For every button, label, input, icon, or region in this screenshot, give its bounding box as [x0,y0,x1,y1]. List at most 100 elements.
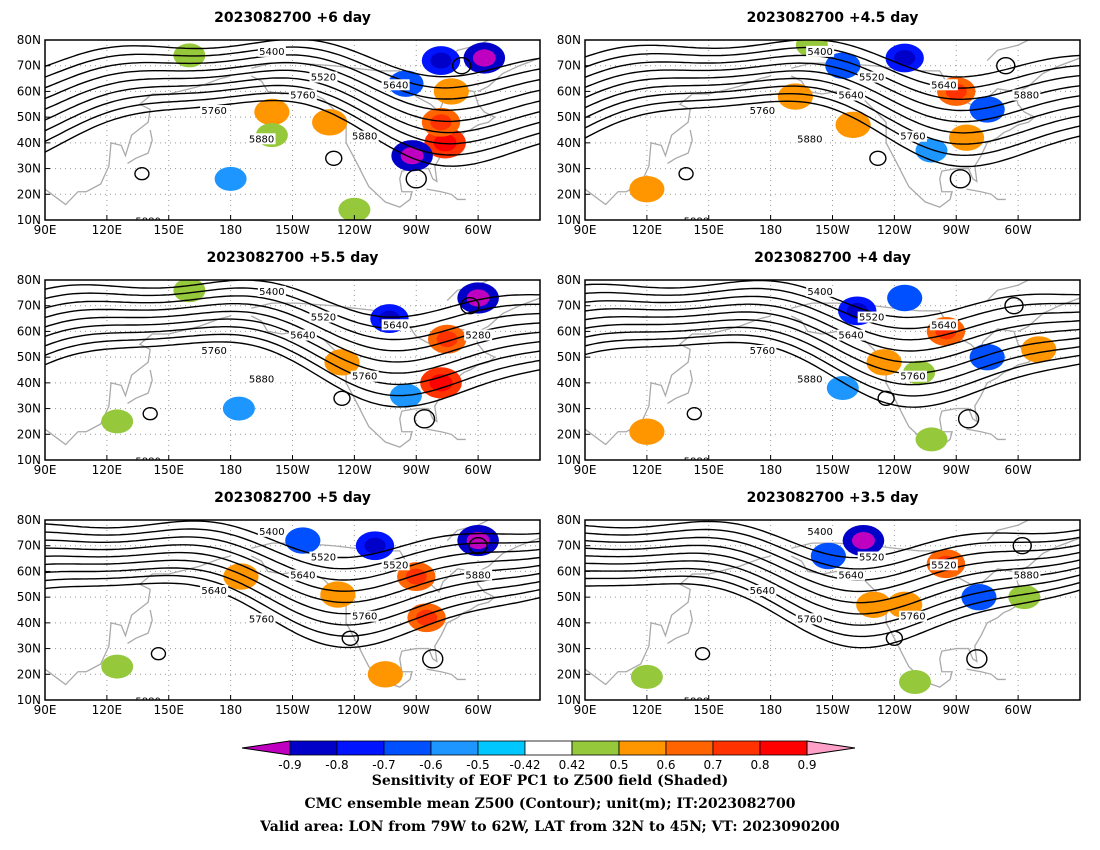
contour-label-bg [134,215,163,220]
contour-label-bg [898,610,927,622]
contour-label-bg [350,610,379,622]
coastline [45,555,231,686]
sensitivity-shading-core [416,609,438,626]
z500-closed-contour [460,297,480,315]
contour-label-bg [748,105,777,116]
y-tick-label: 50N [557,590,581,604]
z500-contour [585,295,1080,341]
sensitivity-shading [835,111,871,139]
z500-contour [45,582,540,649]
x-tick-label: 150W [275,223,310,237]
contour-label: 5880 [684,457,709,468]
x-tick-label: 150W [815,223,850,237]
coastline [477,57,540,93]
z500-contour [45,295,540,341]
contour-label-bg [857,551,886,563]
y-tick-label: 70N [557,539,581,553]
x-tick-label: 180 [219,463,242,477]
caption-line-3: Valid area: LON from 79W to 62W, LAT fro… [260,819,840,835]
y-tick-label: 10N [17,213,41,227]
x-tick-label: 90E [34,223,57,237]
z500-contour [45,333,540,397]
z500-contour [585,567,1080,626]
contour-label-bg [682,695,711,700]
contour-label-bg [929,319,958,331]
caption-line-2: CMC ensemble mean Z500 (Contour); unit(m… [304,796,796,812]
x-tick-label: 120E [92,463,123,477]
y-tick-label: 30N [557,642,581,656]
x-tick-label: 120E [632,463,663,477]
z500-contour [585,93,1080,157]
panel-title: 2023082700 +5.5 day [207,250,379,266]
y-tick-label: 10N [557,453,581,467]
panel-title: 2023082700 +4.5 day [747,10,919,26]
contour-label-bg [464,569,493,581]
contour-label-bg [288,329,317,341]
contour-label: 5520 [311,313,336,324]
sensitivity-shading [367,661,403,688]
z500-contour [585,536,1080,581]
sensitivity-shading-core [364,537,386,554]
contour-label-bg [257,525,286,537]
sensitivity-shading-core [472,49,496,67]
z500-closed-contour [142,407,158,421]
contour-label: 5400 [807,527,832,538]
x-tick-label: 150E [694,223,725,237]
contour-label-bg [682,455,711,460]
contour-label-bg [309,311,338,323]
sensitivity-shading [285,527,321,554]
contour-label: 5880 [249,134,274,145]
y-tick-label: 20N [557,187,581,201]
y-tick-label: 80N [557,273,581,287]
contour-label-bg [309,71,338,83]
sensitivity-shading [324,349,360,376]
contour-label-bg [381,559,410,571]
z500-contour [45,287,540,329]
x-tick-label: 120W [337,223,372,237]
z500-contour [45,99,540,167]
coastline [127,129,153,164]
z500-closed-contour [869,150,887,166]
x-tick-label: 90W [403,703,430,717]
contour-label-bg [134,695,163,700]
coastline [966,668,1006,681]
contour-label-bg [134,455,163,460]
contour-label-bg [837,569,866,581]
contour-label: 5760 [290,91,315,102]
x-tick-label: 120W [337,463,372,477]
coastline [127,609,153,644]
colorbar-label: 0.9 [797,758,816,772]
contour-label: 5760 [352,372,377,383]
coastline [585,315,771,446]
z500-closed-contour [694,647,711,661]
z500-contour [45,61,540,111]
coastline [585,555,771,686]
colorbar-segment [665,740,714,756]
contour-label: 5400 [259,47,284,58]
y-tick-label: 60N [557,564,581,578]
x-tick-label: 180 [219,703,242,717]
sensitivity-shading [969,96,1005,123]
z500-contour [585,62,1080,112]
sensitivity-shading [915,427,948,452]
map-panel-4: 2023082700 +4 day 5400 5520 5640 5640 5760 576… [557,250,1081,477]
z500-contour [45,84,540,145]
map-panel-5: 2023082700 +5 day 5400 5520 5520 5640 5640 576… [17,490,541,717]
z500-contour [45,528,540,570]
contour-label: 5640 [838,571,863,582]
colorbar-label: -0.42 [509,758,540,772]
y-tick-label: 50N [557,110,581,124]
contour-label-bg [464,329,493,341]
z500-contour [585,280,1080,319]
z500-closed-contour [678,167,694,181]
colorbar-label: -0.6 [419,758,442,772]
coastline [477,297,540,333]
sensitivity-shading [223,563,259,590]
coastline [1017,57,1080,93]
contour-label: 5880 [135,217,160,228]
contour-label: 5760 [900,372,925,383]
contour-label-bg [381,319,410,331]
y-tick-label: 70N [17,59,41,73]
z500-contour [585,528,1080,570]
contour-label-bg [247,613,276,625]
